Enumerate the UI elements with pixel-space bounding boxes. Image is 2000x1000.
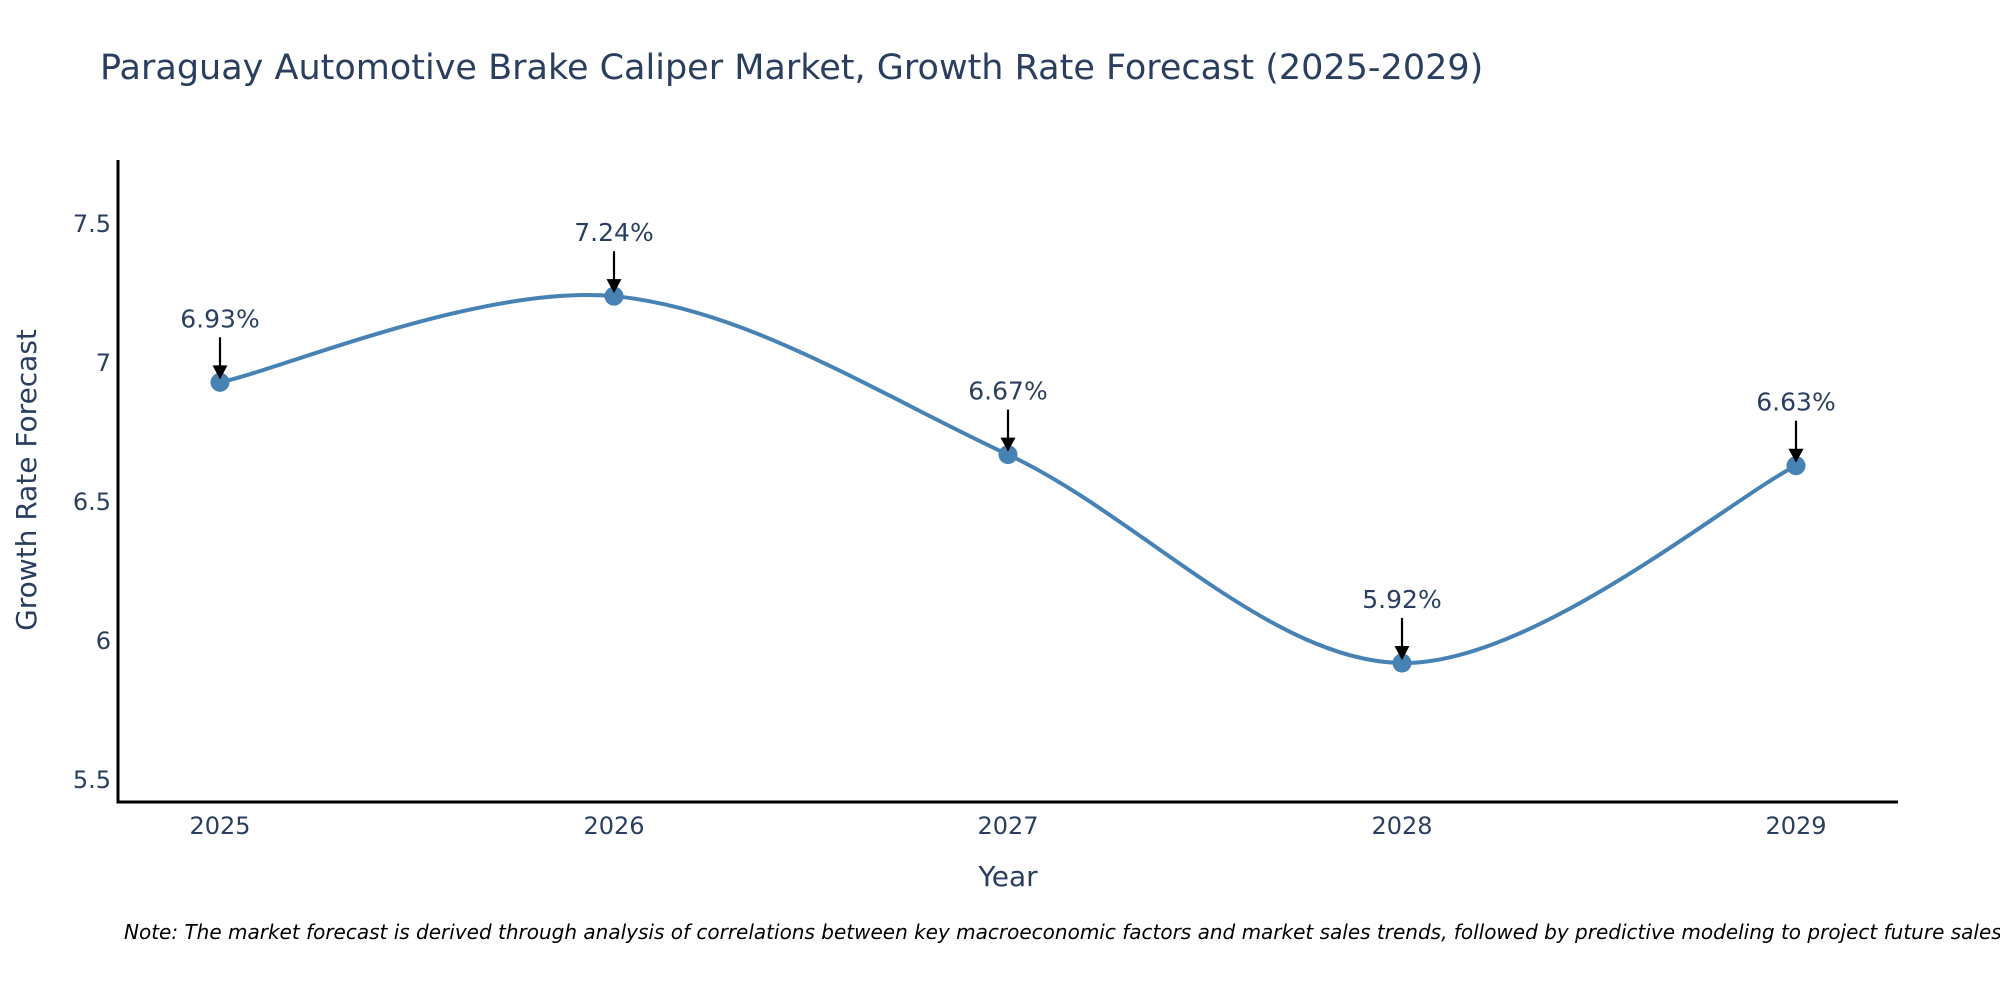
chart-footnote: Note: The market forecast is derived thr… <box>124 920 2000 944</box>
data-point <box>998 445 1018 465</box>
data-point <box>210 372 230 392</box>
y-tick-label: 5.5 <box>73 766 111 794</box>
x-axis-title: Year <box>977 860 1038 893</box>
x-tick-label: 2025 <box>189 812 250 840</box>
data-label: 6.67% <box>968 377 1047 406</box>
data-label: 6.63% <box>1756 388 1835 417</box>
series-line <box>219 293 1797 666</box>
y-tick-label: 7 <box>96 349 111 377</box>
y-tick-label: 6 <box>96 627 111 655</box>
annotation-arrow-head <box>606 279 622 294</box>
annotation-arrow-head <box>212 365 228 380</box>
data-annotations: 6.93% 7.24% 6.67% 5.92% 6.63% <box>180 218 1836 661</box>
x-tick-label: 2026 <box>583 812 644 840</box>
y-tick-label: 6.5 <box>73 488 111 516</box>
chart-title: Paraguay Automotive Brake Caliper Market… <box>100 48 1484 88</box>
annotation-arrow-head <box>1788 448 1804 463</box>
y-axis-ticks: 5.5 6 6.5 7 7.5 <box>73 210 111 794</box>
data-markers <box>210 286 1806 673</box>
x-tick-label: 2028 <box>1371 812 1432 840</box>
data-point <box>1392 653 1412 673</box>
data-label: 6.93% <box>180 304 259 333</box>
y-tick-label: 7.5 <box>73 210 111 238</box>
data-point <box>1786 456 1806 476</box>
data-label: 7.24% <box>574 218 653 247</box>
x-tick-label: 2027 <box>977 812 1038 840</box>
data-label: 5.92% <box>1362 585 1441 614</box>
data-point <box>604 286 624 306</box>
x-axis-ticks: 2025 2026 2027 2028 2029 <box>189 812 1826 840</box>
annotation-arrow-head <box>1394 646 1410 661</box>
y-axis-title: Growth Rate Forecast <box>10 329 43 631</box>
annotation-arrow-head <box>1000 437 1016 452</box>
x-tick-label: 2029 <box>1765 812 1826 840</box>
